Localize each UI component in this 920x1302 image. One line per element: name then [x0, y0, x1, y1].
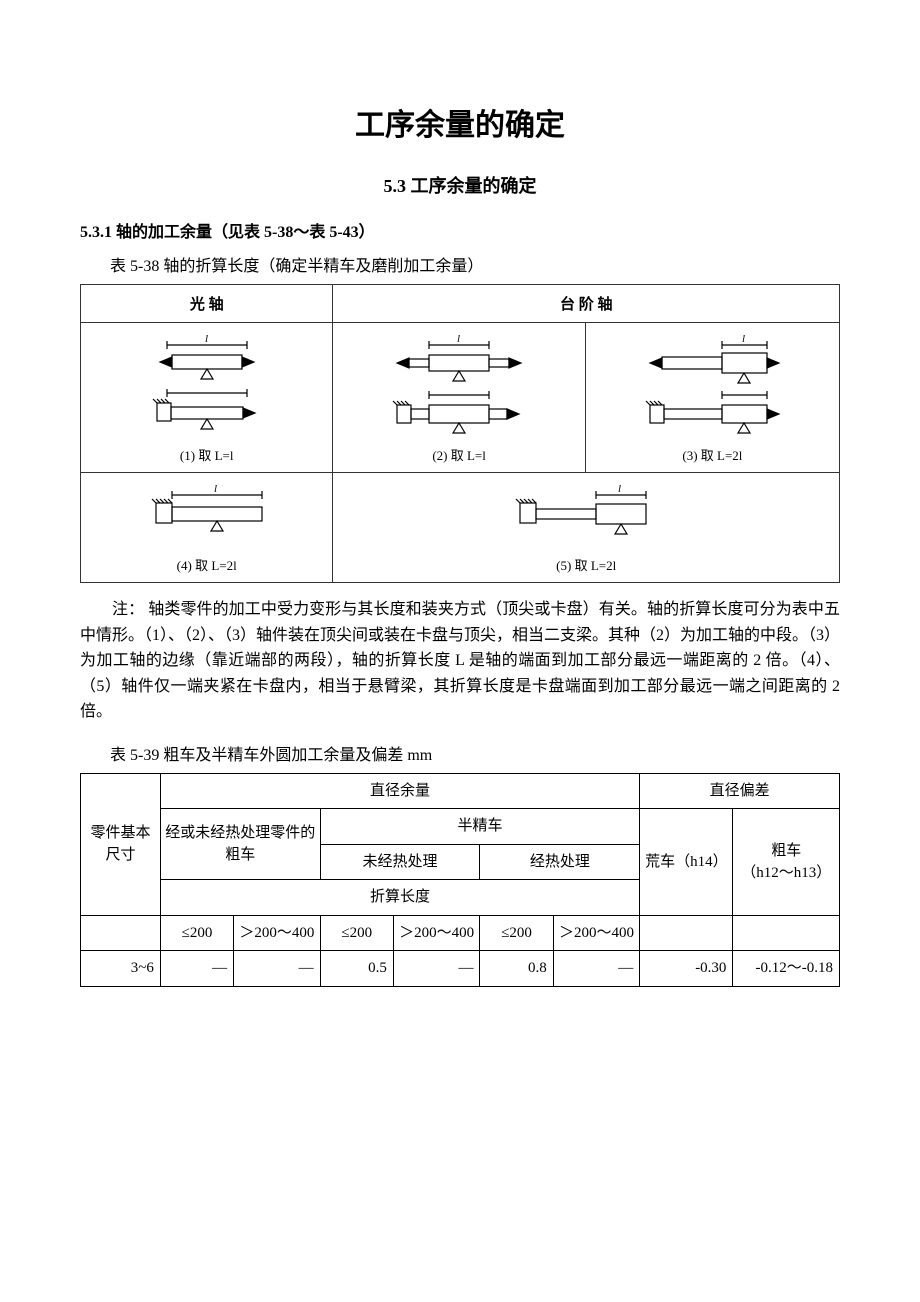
col-header: ＞200～400: [393, 915, 480, 951]
svg-text:l: l: [457, 333, 460, 345]
table-row: ≤200 ＞200～400 ≤200 ＞200～400 ≤200 ＞200～40…: [81, 915, 840, 951]
section-heading: 5.3.1 轴的加工余量（见表 5-38～表 5-43）: [80, 218, 840, 242]
col-header: 直径偏差: [640, 773, 840, 809]
cell: —: [160, 951, 233, 987]
shaft-diagram-icon: l: [122, 481, 292, 551]
figure-note: 注： 轴类零件的加工中受力变形与其长度和装夹方式（顶尖或卡盘）有关。轴的折算长度…: [80, 597, 840, 725]
cell: —: [234, 951, 321, 987]
figure-5-38: 光 轴 台 阶 轴 l: [80, 284, 840, 583]
cell: 0.5: [320, 951, 393, 987]
col-header: ≤200: [160, 915, 233, 951]
cell: 3~6: [81, 951, 161, 987]
svg-text:l: l: [214, 483, 217, 495]
figure-header-left: 光 轴: [81, 285, 333, 322]
col-header: 经热处理: [480, 844, 640, 880]
figure-label: (3) 取 L=2l: [682, 445, 742, 464]
shaft-diagram-icon: l: [369, 331, 549, 441]
page-title: 工序余量的确定: [80, 100, 840, 144]
shaft-diagram-icon: l: [127, 331, 287, 441]
table-row: 3~6 — — 0.5 — 0.8 — -0.30 -0.12～-0.18: [81, 951, 840, 987]
svg-text:l: l: [205, 333, 208, 345]
cell: -0.12～-0.18: [733, 951, 840, 987]
col-header: 粗车 （h12～h13）: [733, 809, 840, 916]
figure-label: (2) 取 L=l: [432, 445, 486, 464]
col-header: 半精车: [320, 809, 640, 845]
col-header: 经或未经热处理零件的粗车: [160, 809, 320, 880]
col-header: ≤200: [320, 915, 393, 951]
col-header: 零件基本尺寸: [81, 773, 161, 915]
col-header: 折算长度: [160, 880, 639, 916]
figure-label: (5) 取 L=2l: [556, 555, 616, 574]
figure-label: (1) 取 L=l: [180, 445, 234, 464]
col-header: ＞200～400: [553, 915, 640, 951]
cell: —: [393, 951, 480, 987]
svg-text:l: l: [618, 483, 621, 495]
col-header: ≤200: [480, 915, 553, 951]
svg-text:l: l: [742, 333, 745, 345]
table-row: 零件基本尺寸 直径余量 直径偏差: [81, 773, 840, 809]
table-5-39: 零件基本尺寸 直径余量 直径偏差 经或未经热处理零件的粗车 半精车 荒车（h14…: [80, 773, 840, 987]
table-caption: 表 5-39 粗车及半精车外圆加工余量及偏差 mm: [110, 741, 840, 765]
figure-caption: 表 5-38 轴的折算长度（确定半精车及磨削加工余量）: [110, 252, 840, 276]
col-header: 直径余量: [160, 773, 639, 809]
figure-label: (4) 取 L=2l: [177, 555, 237, 574]
shaft-diagram-icon: l: [486, 481, 686, 551]
shaft-diagram-icon: l: [622, 331, 802, 441]
col-header: 荒车（h14）: [640, 809, 733, 916]
col-header: ＞200～400: [234, 915, 321, 951]
figure-header-right: 台 阶 轴: [333, 285, 839, 322]
cell: 0.8: [480, 951, 553, 987]
table-row: 经或未经热处理零件的粗车 半精车 荒车（h14） 粗车 （h12～h13）: [81, 809, 840, 845]
section-subtitle: 5.3 工序余量的确定: [80, 172, 840, 198]
cell: —: [553, 951, 640, 987]
cell: -0.30: [640, 951, 733, 987]
col-header: 未经热处理: [320, 844, 480, 880]
